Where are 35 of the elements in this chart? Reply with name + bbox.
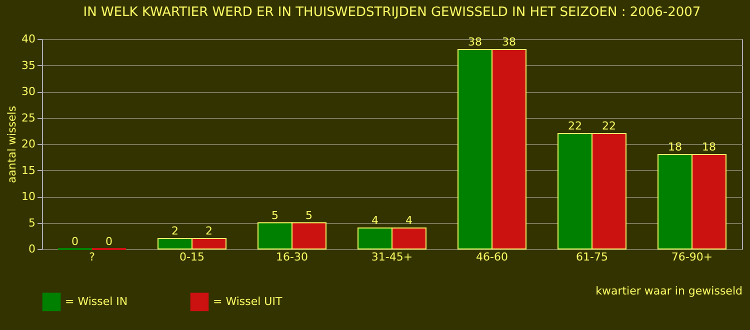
y-axis-title: aantal wissels: [6, 106, 19, 184]
x-tick-label: 31-45+: [371, 250, 413, 264]
y-tick-label: 40: [22, 32, 36, 46]
legend-label: = Wissel IN: [65, 294, 128, 308]
y-tick-label: 0: [28, 242, 36, 256]
y-tick-label: 5: [28, 216, 36, 230]
y-tick-label: 25: [22, 111, 36, 124]
data-label: 2: [172, 224, 178, 238]
x-tick-label: 46-60: [476, 250, 508, 264]
data-label: 0: [72, 235, 78, 248]
data-label: 18: [702, 140, 716, 154]
y-tick-label: 20: [22, 138, 36, 150]
y-tick-label: 15: [22, 164, 36, 177]
data-label: 4: [372, 214, 378, 227]
x-axis-title: kwartier waar in gewisseld: [596, 284, 742, 298]
x-tick-label: 0-15: [180, 250, 204, 264]
data-label: 4: [406, 214, 412, 227]
data-label: 18: [668, 140, 682, 154]
y-tick-label: 35: [22, 58, 36, 72]
data-label: 2: [206, 224, 212, 238]
x-tick-label: ?: [89, 250, 96, 264]
x-tick-label: 16-30: [276, 250, 308, 264]
y-tick-label: 30: [22, 85, 36, 98]
chart-title: IN WELK KWARTIER WERD ER IN THUISWEDSTRIJDEN GEWISSELD IN HET SEIZOEN : 2006-2007: [83, 5, 701, 20]
data-label: 5: [306, 208, 312, 222]
x-tick-label: 76-90+: [671, 250, 713, 264]
data-label: 5: [272, 208, 278, 222]
data-label: 0: [106, 235, 112, 248]
data-label: 38: [502, 36, 516, 48]
legend-label: = Wissel UIT: [213, 294, 282, 308]
data-label: 38: [468, 36, 482, 48]
data-label: 22: [568, 120, 582, 132]
y-tick-label: 10: [22, 190, 36, 203]
data-label: 22: [602, 120, 616, 132]
x-tick-label: 61-75: [576, 250, 608, 264]
